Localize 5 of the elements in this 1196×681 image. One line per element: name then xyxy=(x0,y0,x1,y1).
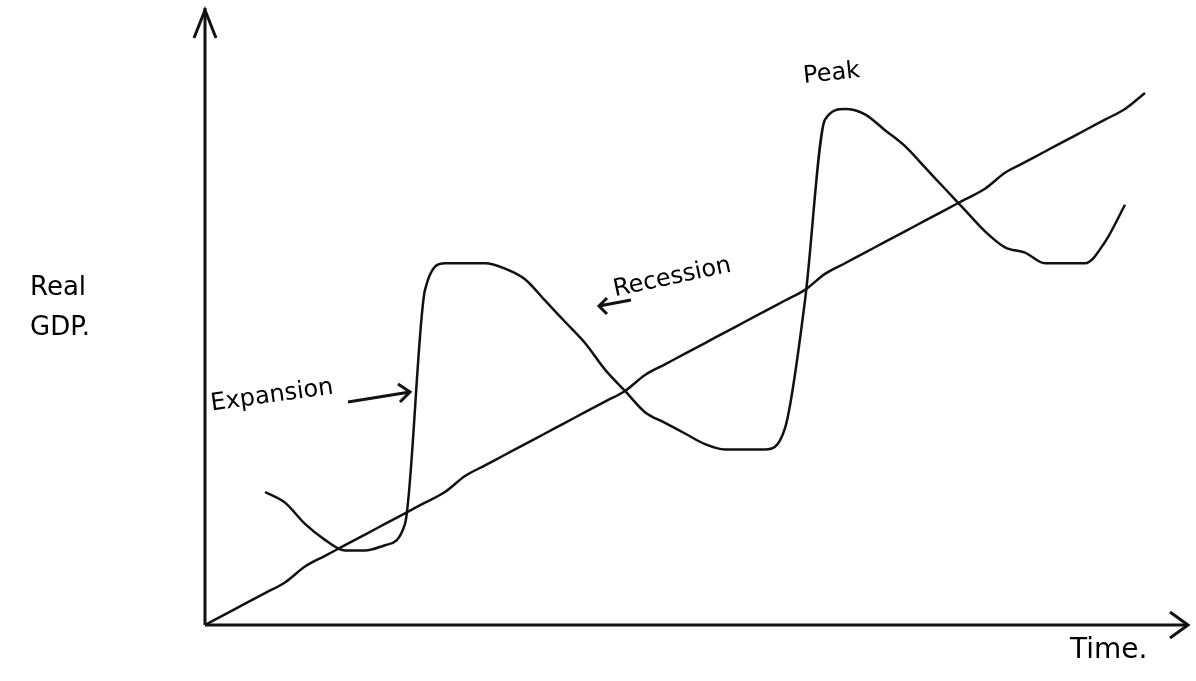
text: Peak xyxy=(801,55,862,89)
annotation: Recession xyxy=(610,249,734,303)
y-axis-title: Real GDP. xyxy=(30,270,92,343)
x-axis-title: Time. xyxy=(1070,632,1148,665)
annotation: Expansion xyxy=(208,371,335,417)
